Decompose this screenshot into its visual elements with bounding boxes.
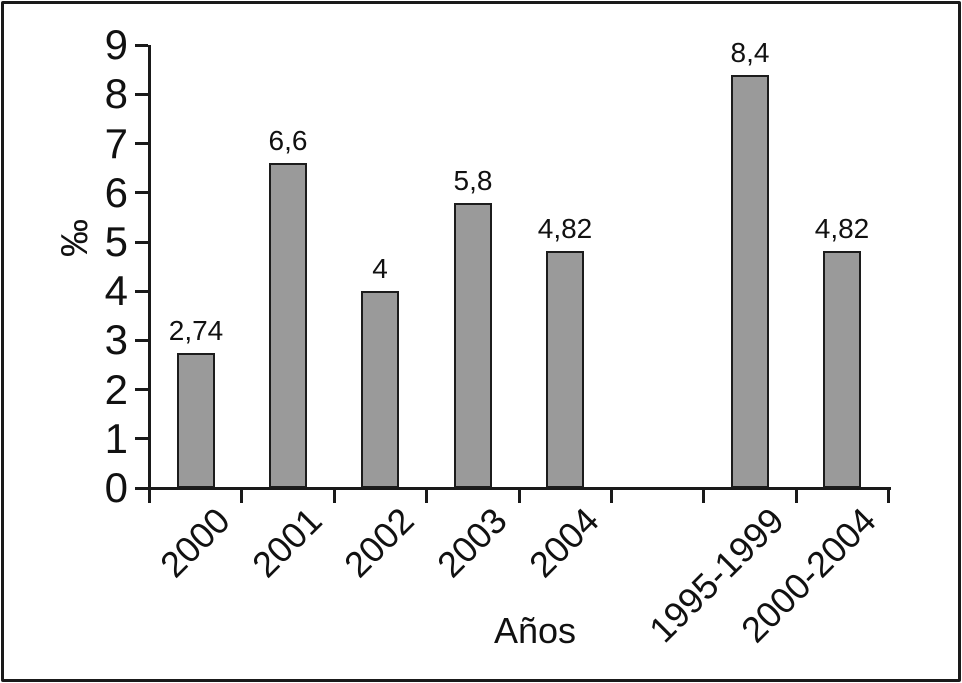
x-tick <box>240 490 244 503</box>
y-tick <box>135 142 148 146</box>
y-tick-label: 8 <box>104 70 128 118</box>
x-tick <box>332 490 336 503</box>
bar-value-label: 6,6 <box>268 125 308 156</box>
y-tick <box>135 43 148 47</box>
x-tick <box>148 490 151 503</box>
y-tick <box>135 191 148 195</box>
x-tick-label-2000: 2000 <box>151 499 238 586</box>
bar-2000 <box>177 353 215 488</box>
x-tick-label-2001: 2001 <box>243 499 330 586</box>
y-tick-label: 9 <box>104 21 128 69</box>
bar-value-label: 5,8 <box>453 165 493 196</box>
y-tick <box>135 338 148 342</box>
y-tick-label: 5 <box>104 218 128 265</box>
bar-2004 <box>546 251 584 488</box>
bar-value-label: 4 <box>372 253 388 284</box>
y-tick <box>135 92 148 96</box>
y-tick-label: 6 <box>104 168 128 216</box>
x-tick <box>517 490 521 503</box>
x-tick <box>609 490 613 503</box>
y-axis-line <box>148 45 151 490</box>
bar-value-label: 4,82 <box>814 213 870 244</box>
bar-value-label: 4,82 <box>537 213 593 244</box>
y-tick <box>135 437 148 441</box>
y-tick <box>135 388 148 392</box>
x-tick <box>702 490 706 503</box>
y-tick-label: 3 <box>104 316 128 364</box>
x-tick <box>794 490 798 503</box>
y-tick <box>135 240 148 244</box>
y-tick <box>135 289 148 293</box>
y-tick-label: 7 <box>104 119 128 167</box>
bar-1995-1999 <box>731 75 769 488</box>
bar-2000-2004 <box>823 251 861 488</box>
y-tick <box>135 486 148 490</box>
bar-value-label: 8,4 <box>730 37 770 68</box>
x-tick-label-2004: 2004 <box>520 499 607 586</box>
x-axis-title: Años <box>493 610 577 651</box>
y-tick-label: 2 <box>104 365 128 413</box>
x-tick-label-2002: 2002 <box>335 499 422 586</box>
x-tick <box>887 490 890 503</box>
y-tick-label: 4 <box>104 267 128 315</box>
bar-value-label: 2,74 <box>168 315 224 346</box>
bar-2003 <box>454 203 492 488</box>
y-tick-label: 1 <box>104 414 128 462</box>
bar-2001 <box>269 163 307 488</box>
y-tick-label: 0 <box>104 464 128 511</box>
x-tick-label-2003: 2003 <box>428 499 515 586</box>
x-axis-line <box>148 487 891 490</box>
x-tick <box>425 490 429 503</box>
bar-2002 <box>361 291 399 488</box>
